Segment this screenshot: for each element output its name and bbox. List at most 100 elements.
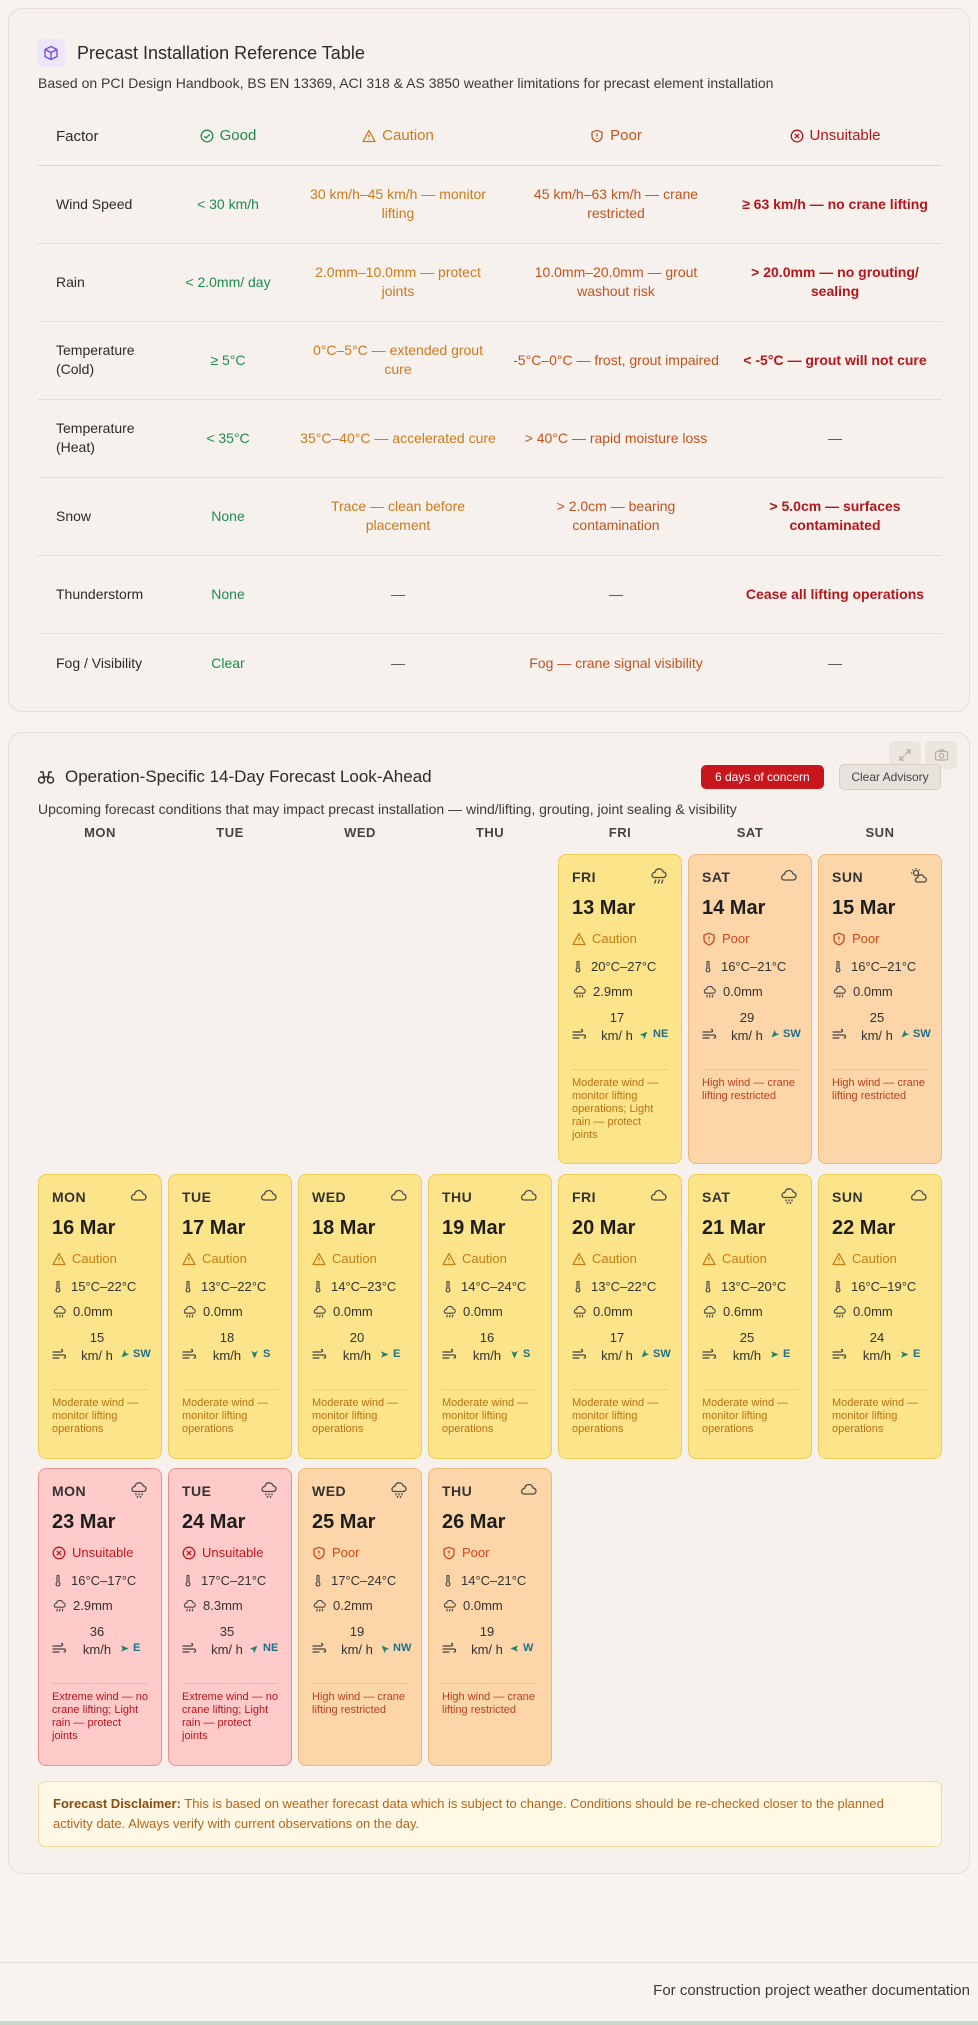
- thermometer-icon: [705, 1280, 711, 1293]
- weekday-label: SAT: [736, 825, 764, 840]
- wind-icon: [182, 1348, 197, 1359]
- forecast-title: Operation-Specific 14-Day Forecast Look-…: [65, 767, 432, 786]
- day-rating: Unsuitable: [52, 1545, 133, 1560]
- forecast-subtitle: Upcoming forecast conditions that may im…: [38, 801, 737, 817]
- shield-alert-icon: [443, 1546, 455, 1559]
- header-good: Good: [164, 109, 292, 166]
- warning-icon: [572, 932, 586, 945]
- forecast-day-card[interactable]: TUE 17 Mar Caution 13°C–22°C 0.0mm 18 km/h S Mo…: [168, 1174, 292, 1459]
- table-row: Fog / Visibility Clear — Fog — crane sig…: [38, 633, 942, 693]
- day-wind-direction: SW: [653, 1348, 671, 1360]
- weekday-label: SUN: [865, 825, 895, 840]
- forecast-day-card[interactable]: SUN 15 Mar Poor 16°C–21°C 0.0mm 25 km/ h SW Hig…: [818, 854, 942, 1164]
- weekday-label: WED: [344, 825, 376, 840]
- row-good: < 2.0mm/ day: [164, 243, 292, 322]
- header-unsuitable: Unsuitable: [728, 109, 942, 166]
- warning-icon: [52, 1252, 66, 1265]
- day-rainfall: 0.0mm: [442, 1304, 503, 1319]
- row-good: < 30 km/h: [164, 165, 292, 244]
- row-unsuitable: —: [728, 399, 942, 478]
- wind-direction-icon: [641, 1349, 650, 1357]
- weekday-header: MON TUE WED THU FRI SAT SUN: [38, 825, 942, 845]
- rain-icon: [53, 1305, 66, 1318]
- day-rating: Poor: [312, 1545, 359, 1560]
- forecast-day-card[interactable]: SUN 22 Mar Caution 16°C–19°C 0.0mm 24 km/h E Mo…: [818, 1174, 942, 1459]
- day-weekday: THU: [442, 1189, 473, 1205]
- row-factor: Rain: [38, 243, 164, 322]
- day-rating: Caution: [312, 1251, 377, 1266]
- row-good: < 35°C: [164, 399, 292, 478]
- day-note: Moderate wind — monitor lifting operatio…: [572, 1397, 659, 1435]
- day-note: Moderate wind — monitor lifting operatio…: [312, 1397, 399, 1435]
- row-caution: 0°C–5°C — extended grout cure: [292, 321, 504, 400]
- forecast-day-card[interactable]: THU 19 Mar Caution 14°C–24°C 0.0mm 16 km/h S Mo…: [428, 1174, 552, 1459]
- day-temperature: 16°C–21°C: [832, 959, 916, 974]
- day-wind-speed: 25 km/ h: [861, 1010, 893, 1043]
- day-weekday: SUN: [832, 869, 864, 885]
- forecast-day-card[interactable]: SAT 14 Mar Poor 16°C–21°C 0.0mm 29 km/ h SW Hig…: [688, 854, 812, 1164]
- rain-icon: [53, 1599, 66, 1612]
- day-rating: Caution: [52, 1251, 117, 1266]
- forecast-day-card[interactable]: TUE 24 Mar Unsuitable 17°C–21°C 8.3mm 35 km/ …: [168, 1468, 292, 1766]
- forecast-day-card[interactable]: WED 25 Mar Poor 17°C–24°C 0.2mm 19 km/ h NW Hig…: [298, 1468, 422, 1766]
- day-rainfall: 0.0mm: [52, 1304, 113, 1319]
- day-divider: [182, 1389, 278, 1390]
- wind-direction-icon: [510, 1644, 519, 1652]
- shield-alert-icon: [591, 129, 603, 142]
- clear-advisory-button[interactable]: Clear Advisory: [839, 764, 941, 790]
- day-rating: Caution: [442, 1251, 507, 1266]
- day-temperature: 13°C–22°C: [182, 1279, 266, 1294]
- day-wind-direction: S: [263, 1348, 271, 1360]
- day-wind-speed: 17 km/ h: [601, 1330, 633, 1363]
- row-unsuitable: Cease all lifting operations: [728, 555, 942, 634]
- row-factor: Fog / Visibility: [56, 654, 143, 671]
- wind-direction-icon: [900, 1350, 909, 1358]
- cloud-icon: [520, 1483, 537, 1495]
- forecast-day-card[interactable]: WED 18 Mar Caution 14°C–23°C 0.0mm 20 km/h E Mo…: [298, 1174, 422, 1459]
- row-caution: —: [292, 555, 504, 634]
- day-temperature: 14°C–23°C: [312, 1279, 396, 1294]
- reference-header-row: Factor Good Caution Poor: [38, 109, 942, 166]
- expand-icon: [899, 749, 911, 761]
- forecast-day-card[interactable]: SAT 21 Mar Caution 13°C–20°C 0.6mm 25 km/h E Mo…: [688, 1174, 812, 1459]
- day-divider: [52, 1389, 148, 1390]
- header-poor: Poor: [504, 109, 728, 166]
- row-poor: > 40°C — rapid moisture loss: [504, 399, 728, 478]
- day-divider: [442, 1389, 538, 1390]
- wind-direction-icon: [771, 1029, 780, 1037]
- wind-icon: [832, 1028, 847, 1039]
- day-weekday: FRI: [572, 869, 597, 885]
- row-factor: Temperature (Heat): [38, 399, 164, 478]
- day-wind-direction: E: [913, 1348, 921, 1360]
- day-wind-speed: 19 km/ h: [341, 1624, 373, 1657]
- day-rainfall: 0.0mm: [312, 1304, 373, 1319]
- day-date: 24 Mar: [182, 1511, 246, 1533]
- day-wind-speed: 17 km/ h: [601, 1010, 633, 1043]
- table-row: Thunderstorm None — — Cease all lifting …: [38, 555, 942, 634]
- day-divider: [572, 1389, 668, 1390]
- day-note: Extreme wind — no crane lifting; Light r…: [52, 1691, 148, 1742]
- forecast-day-card[interactable]: MON 23 Mar Unsuitable 16°C–17°C 2.9mm 36 km/h…: [38, 1468, 162, 1766]
- day-date: 14 Mar: [702, 897, 766, 919]
- forecast-day-card[interactable]: MON 16 Mar Caution 15°C–22°C 0.0mm 15 km/ h SW…: [38, 1174, 162, 1459]
- wind-icon: [182, 1642, 197, 1653]
- rain-icon: [443, 1305, 456, 1318]
- day-divider: [52, 1683, 148, 1684]
- day-wind-direction: E: [783, 1348, 791, 1360]
- rain-icon: [703, 1305, 716, 1318]
- day-temperature: 16°C–19°C: [832, 1279, 916, 1294]
- warning-icon: [442, 1252, 456, 1265]
- rain-icon: [573, 985, 586, 998]
- day-note: Moderate wind — monitor lifting operatio…: [52, 1397, 139, 1435]
- forecast-day-card[interactable]: FRI 20 Mar Caution 13°C–22°C 0.0mm 17 km/ h SW…: [558, 1174, 682, 1459]
- wind-icon: [442, 1348, 457, 1359]
- day-rating: Poor: [442, 1545, 489, 1560]
- day-rainfall: 0.6mm: [702, 1304, 763, 1319]
- rain-icon: [183, 1305, 196, 1318]
- rain-icon: [313, 1305, 326, 1318]
- day-wind-direction: SW: [783, 1028, 801, 1040]
- thermometer-icon: [835, 960, 841, 973]
- forecast-day-card[interactable]: THU 26 Mar Poor 14°C–21°C 0.0mm 19 km/ h W High…: [428, 1468, 552, 1766]
- forecast-day-card[interactable]: FRI 13 Mar Caution 20°C–27°C 2.9mm 17 km/ h NE…: [558, 854, 682, 1164]
- rain-icon: [183, 1599, 196, 1612]
